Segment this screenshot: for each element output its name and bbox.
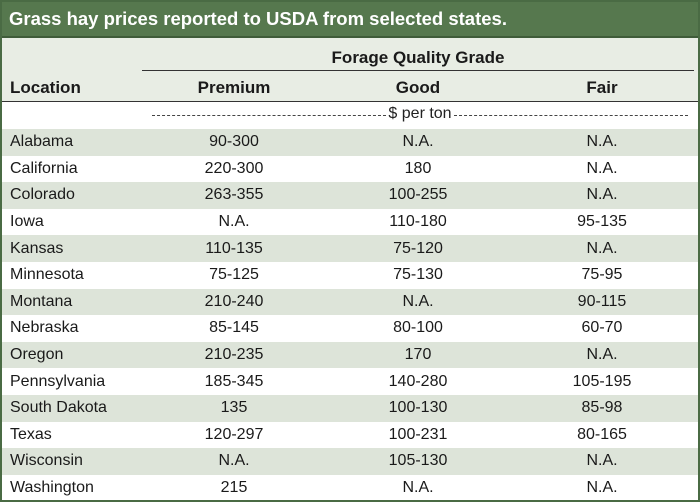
fair-cell: 90-115 <box>577 292 627 310</box>
column-header-fair: Fair <box>586 78 618 97</box>
location-cell: Colorado <box>10 186 75 204</box>
location-cell: Nebraska <box>10 319 79 337</box>
location-cell: Montana <box>10 292 73 310</box>
premium-cell: 110-135 <box>205 239 263 257</box>
unit-dash-right <box>453 114 688 116</box>
table-title: Grass hay prices reported to USDA from s… <box>2 2 698 38</box>
premium-cell: N.A. <box>218 213 250 231</box>
table-row: Kansas 110-135 75-120 N.A. <box>2 235 698 262</box>
table-row: Oregon 210-235 170 N.A. <box>2 341 698 369</box>
premium-cell: 215 <box>220 479 248 497</box>
location-cell: California <box>10 159 78 177</box>
location-cell: South Dakota <box>10 399 107 417</box>
forage-quality-grade-header: Forage Quality Grade <box>331 48 505 67</box>
table-row: South Dakota 135 100-130 85-98 <box>2 394 698 422</box>
table-row: Washington 215 N.A. N.A. <box>2 474 698 500</box>
fair-cell: N.A. <box>586 239 618 257</box>
location-cell: Washington <box>10 479 94 497</box>
header-rule <box>2 101 698 102</box>
fair-cell: 95-135 <box>577 213 627 231</box>
fair-cell: 80-165 <box>577 425 627 443</box>
location-cell: Iowa <box>10 213 44 231</box>
premium-cell: 85-145 <box>209 319 259 337</box>
table-row: Minnesota 75-125 75-130 75-95 <box>2 261 698 289</box>
good-cell: 110-180 <box>389 213 447 231</box>
good-cell: 100-255 <box>388 186 448 204</box>
fair-cell: N.A. <box>586 133 618 151</box>
fair-cell: N.A. <box>586 479 618 497</box>
good-cell: 180 <box>404 159 432 177</box>
premium-cell: 135 <box>220 399 248 417</box>
unit-label: $ per ton <box>388 105 452 122</box>
good-cell: 100-231 <box>388 425 448 443</box>
good-cell: 105-130 <box>388 452 448 470</box>
table-row: Colorado 263-355 100-255 N.A. <box>2 182 698 209</box>
good-cell: 170 <box>404 346 432 364</box>
good-cell: 80-100 <box>393 319 443 337</box>
table-row: Wisconsin N.A. 105-130 N.A. <box>2 448 698 475</box>
group-header-rule <box>142 70 694 71</box>
good-cell: 75-130 <box>393 266 443 284</box>
table-row: Texas 120-297 100-231 80-165 <box>2 421 698 449</box>
column-header-good: Good <box>395 78 441 97</box>
premium-cell: 210-240 <box>204 292 264 310</box>
fair-cell: 85-98 <box>581 399 623 417</box>
premium-cell: 120-297 <box>204 425 264 443</box>
good-cell: N.A. <box>402 479 434 497</box>
premium-cell: N.A. <box>218 452 250 470</box>
unit-row: $ per ton <box>2 102 698 129</box>
premium-cell: 220-300 <box>204 159 264 177</box>
location-cell: Kansas <box>10 239 64 257</box>
premium-cell: 210-235 <box>204 346 264 364</box>
location-cell: Texas <box>10 425 52 443</box>
good-cell: 75-120 <box>393 239 443 257</box>
location-cell: Alabama <box>10 133 74 151</box>
table-body: Alabama 90-300 N.A. N.A. California 220-300 18… <box>2 129 698 500</box>
table-header: Forage Quality Grade Location Premium Go… <box>2 38 698 102</box>
fair-cell: 60-70 <box>581 319 623 337</box>
fair-cell: N.A. <box>586 452 618 470</box>
location-cell: Minnesota <box>10 266 84 284</box>
table-row: Iowa N.A. 110-180 95-135 <box>2 208 698 236</box>
good-cell: 140-280 <box>388 372 448 390</box>
table-row: Pennsylvania 185-345 140-280 105-195 <box>2 368 698 395</box>
premium-cell: 185-345 <box>204 372 264 390</box>
location-cell: Pennsylvania <box>10 372 106 390</box>
fair-cell: 75-95 <box>581 266 623 284</box>
premium-cell: 263-355 <box>204 186 264 204</box>
column-header-premium: Premium <box>197 78 271 97</box>
fair-cell: 105-195 <box>572 372 632 390</box>
table-row: Nebraska 85-145 80-100 60-70 <box>2 315 698 342</box>
fair-cell: N.A. <box>586 346 618 364</box>
premium-cell: 75-125 <box>209 266 259 284</box>
unit-dash-left <box>152 114 387 116</box>
location-cell: Oregon <box>10 346 64 364</box>
location-cell: Wisconsin <box>10 452 83 470</box>
good-cell: N.A. <box>402 133 434 151</box>
good-cell: N.A. <box>402 292 434 310</box>
premium-cell: 90-300 <box>209 133 259 151</box>
table-row: Alabama 90-300 N.A. N.A. <box>2 129 698 156</box>
table-row: Montana 210-240 N.A. 90-115 <box>2 288 698 316</box>
fair-cell: N.A. <box>586 159 618 177</box>
good-cell: 100-130 <box>388 399 448 417</box>
fair-cell: N.A. <box>586 186 618 204</box>
table-row: California 220-300 180 N.A. <box>2 155 698 183</box>
column-header-location: Location <box>10 78 81 97</box>
